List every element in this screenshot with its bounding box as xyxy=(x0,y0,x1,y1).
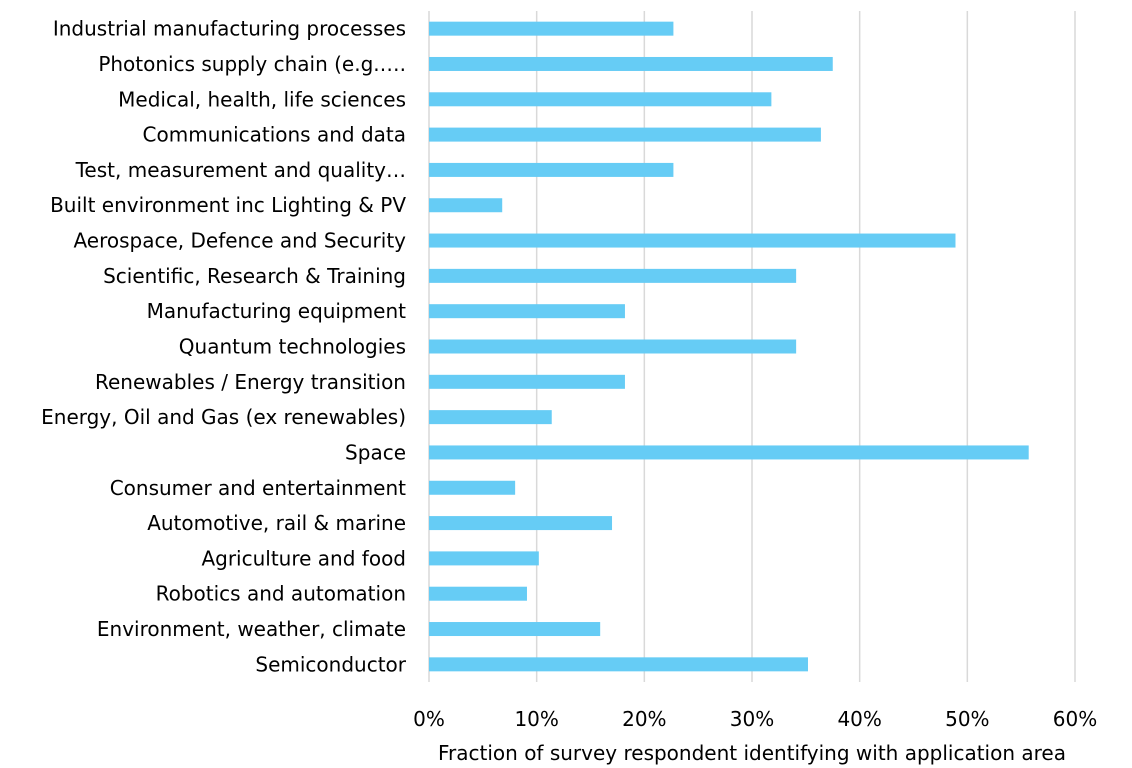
category-label: Agriculture and food xyxy=(201,546,406,570)
category-label: Robotics and automation xyxy=(156,582,406,606)
bar xyxy=(429,339,797,354)
category-label: Manufacturing equipment xyxy=(147,299,407,323)
category-label: Communications and data xyxy=(143,123,406,147)
category-labels: Industrial manufacturing processes Photon… xyxy=(41,17,407,677)
category-label: Quantum technologies xyxy=(179,335,406,359)
category-label: Aerospace, Defence and Security xyxy=(73,229,406,253)
bar xyxy=(429,21,674,36)
category-label: Consumer and entertainment xyxy=(110,476,406,500)
bar xyxy=(429,586,527,601)
bar xyxy=(429,516,613,531)
category-label: Built environment inc Lighting & PV xyxy=(50,193,406,217)
bar xyxy=(429,304,625,319)
category-label: Semiconductor xyxy=(255,652,406,676)
bar xyxy=(429,480,516,495)
bar xyxy=(429,657,808,672)
bar xyxy=(429,127,821,142)
bar xyxy=(429,198,503,213)
x-axis-title: Fraction of survey respondent identifyin… xyxy=(438,741,1066,765)
bar xyxy=(429,410,552,425)
bar xyxy=(429,233,956,248)
x-tick-label: 30% xyxy=(730,707,774,731)
x-tick-label: 0% xyxy=(413,707,445,731)
bar xyxy=(429,374,625,389)
bar xyxy=(429,162,674,177)
category-label: Environment, weather, climate xyxy=(97,617,406,641)
bar xyxy=(429,56,833,71)
category-label: Photonics supply chain (e.g.…. xyxy=(98,52,406,76)
category-label: Space xyxy=(345,440,406,464)
x-tick-label: 20% xyxy=(622,707,666,731)
x-tick-label: 60% xyxy=(1053,707,1097,731)
category-label: Automotive, rail & marine xyxy=(147,511,406,535)
bar xyxy=(429,551,539,566)
category-label: Renewables / Energy transition xyxy=(95,370,406,394)
bar xyxy=(429,622,601,637)
category-label: Scientific, Research & Training xyxy=(103,264,406,288)
x-tick-labels: 0% 10% 20% 30% 40% 50% 60% xyxy=(413,707,1097,731)
bar xyxy=(429,445,1029,460)
x-tick-label: 10% xyxy=(514,707,558,731)
category-label: Industrial manufacturing processes xyxy=(53,17,406,41)
bar xyxy=(429,268,797,283)
bar xyxy=(429,92,772,107)
category-label: Energy, Oil and Gas (ex renewables) xyxy=(41,405,406,429)
category-label: Test, measurement and quality… xyxy=(75,158,406,182)
bars xyxy=(429,21,1029,672)
category-label: Medical, health, life sciences xyxy=(118,87,406,111)
x-tick-label: 50% xyxy=(945,707,989,731)
x-tick-label: 40% xyxy=(837,707,881,731)
